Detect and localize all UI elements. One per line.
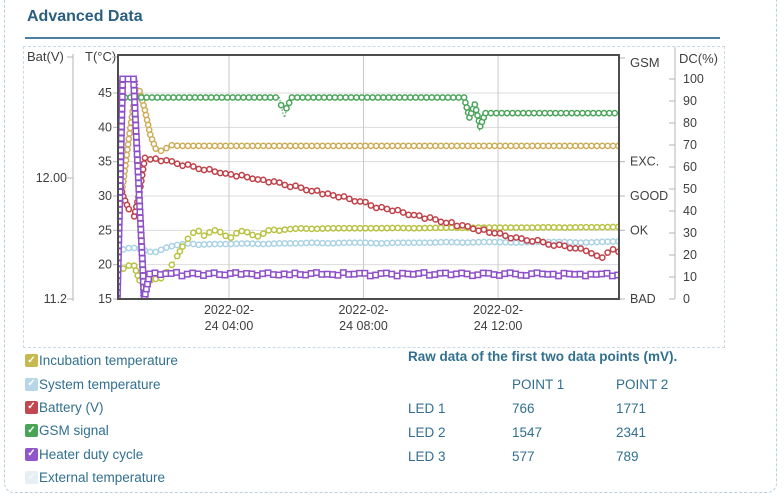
series-gsm-signal (118, 94, 619, 132)
legend-item-system-temperature[interactable]: ✓ System temperature (25, 372, 178, 395)
svg-text:45: 45 (98, 86, 112, 100)
svg-text:EXC.: EXC. (630, 155, 659, 169)
svg-text:DC(%): DC(%) (679, 51, 718, 66)
svg-text:80: 80 (683, 116, 697, 130)
svg-text:0: 0 (683, 292, 690, 306)
table-point1-value: 577 (512, 449, 535, 464)
series-incubation-temperature (118, 87, 619, 217)
svg-text:15: 15 (98, 292, 112, 306)
legend-item-battery-v[interactable]: ✓ Battery (V) (25, 396, 178, 419)
svg-text:2022-02-: 2022-02- (473, 303, 523, 317)
svg-text:GOOD: GOOD (630, 189, 668, 203)
series-system-temperature (118, 237, 619, 256)
check-icon: ✓ (27, 354, 36, 366)
check-icon: ✓ (27, 401, 36, 413)
svg-text:100: 100 (683, 72, 704, 86)
svg-text:24 04:00: 24 04:00 (205, 319, 254, 333)
svg-text:GSM: GSM (630, 55, 660, 70)
axis-time: 2022-02- 24 04:00 2022-02- 24 08:00 2022-02-… (204, 303, 523, 333)
raw-data-title: Raw data of the first two data points (m… (408, 349, 678, 364)
legend-checkbox-system-temperature[interactable]: ✓ (25, 377, 38, 391)
legend-label: Battery (V) (39, 399, 104, 415)
svg-text:10: 10 (683, 270, 697, 284)
table-row-label: LED 3 (408, 449, 446, 464)
chart-container: Bat(V) 12.00 11.2 T(°C) 45 40 35 30 25 20 15 GSM EXC… (23, 46, 725, 348)
table-point1-value: 766 (512, 401, 535, 416)
svg-text:2022-02-: 2022-02- (338, 303, 388, 317)
gridlines (118, 55, 619, 299)
check-icon: ✓ (27, 471, 36, 483)
legend-label: Heater duty cycle (39, 446, 144, 462)
table-point2-value: 1771 (616, 401, 647, 416)
legend-label: Incubation temperature (39, 353, 178, 369)
svg-text:40: 40 (683, 204, 697, 218)
svg-text:25: 25 (98, 223, 112, 237)
svg-text:24 08:00: 24 08:00 (339, 319, 388, 333)
table-header-point2: POINT 2 (616, 377, 669, 392)
legend-item-incubation-temperature[interactable]: ✓ Incubation temperature (25, 349, 178, 372)
panel-border (4, 0, 777, 493)
legend-label: System temperature (39, 376, 161, 392)
svg-text:11.2: 11.2 (44, 292, 67, 306)
table-point2-value: 789 (616, 449, 639, 464)
plot-border (117, 54, 620, 300)
legend-checkbox-battery-v[interactable]: ✓ (25, 400, 38, 414)
svg-text:BAD: BAD (630, 292, 656, 306)
check-icon: ✓ (27, 424, 36, 436)
svg-text:2022-02-: 2022-02- (204, 303, 254, 317)
svg-text:20: 20 (683, 248, 697, 262)
chart-svg: Bat(V) 12.00 11.2 T(°C) 45 40 35 30 25 20 15 GSM EXC… (27, 47, 718, 333)
raw-data-table: POINT 1 POINT 2 LED 1 766 1771 LED 2 1547 234… (408, 373, 726, 469)
legend-checkbox-external-temperature[interactable]: ✓ (25, 471, 38, 485)
axis-gsm: GSM EXC. GOOD OK BAD (619, 55, 668, 306)
axis-temperature: T(°C) 45 40 35 30 25 20 15 (85, 49, 118, 306)
legend-item-external-temperature[interactable]: ✓ External temperature (25, 466, 178, 489)
chart-legend: ✓ Incubation temperature ✓ System temperatu… (25, 349, 178, 489)
table-point1-value: 1547 (512, 425, 543, 440)
check-icon: ✓ (27, 448, 36, 460)
svg-text:35: 35 (98, 155, 112, 169)
table-header-point1: POINT 1 (512, 377, 565, 392)
legend-label: External temperature (39, 470, 166, 486)
legend-item-heater-duty-cycle[interactable]: ✓ Heater duty cycle (25, 443, 178, 466)
svg-text:60: 60 (683, 160, 697, 174)
svg-text:12.00: 12.00 (36, 171, 67, 185)
table-row-label: LED 1 (408, 401, 446, 416)
legend-checkbox-gsm-signal[interactable]: ✓ (25, 424, 38, 438)
svg-text:40: 40 (98, 120, 112, 134)
svg-text:OK: OK (630, 223, 649, 237)
page-title: Advanced Data (27, 8, 143, 25)
series-heater-duty-cycle (118, 75, 619, 299)
raw-data-section: Raw data of the first two data points (m… (408, 349, 726, 469)
svg-text:50: 50 (683, 182, 697, 196)
svg-text:20: 20 (98, 258, 112, 272)
svg-text:T(°C): T(°C) (85, 49, 116, 64)
svg-text:30: 30 (98, 189, 112, 203)
svg-text:30: 30 (683, 226, 697, 240)
table-corner-cell (408, 373, 512, 397)
legend-label: GSM signal (39, 423, 109, 439)
legend-checkbox-incubation-temperature[interactable]: ✓ (25, 354, 38, 368)
svg-text:90: 90 (683, 94, 697, 108)
svg-text:24 12:00: 24 12:00 (474, 319, 523, 333)
table-row-label: LED 2 (408, 425, 446, 440)
title-underline (25, 37, 720, 39)
check-icon: ✓ (27, 378, 36, 390)
svg-text:Bat(V): Bat(V) (27, 49, 64, 64)
svg-text:70: 70 (683, 138, 697, 152)
axis-bat: Bat(V) 12.00 11.2 (27, 49, 74, 306)
table-point2-value: 2341 (616, 425, 647, 440)
legend-item-gsm-signal[interactable]: ✓ GSM signal (25, 419, 178, 442)
legend-checkbox-heater-duty-cycle[interactable]: ✓ (25, 447, 38, 461)
